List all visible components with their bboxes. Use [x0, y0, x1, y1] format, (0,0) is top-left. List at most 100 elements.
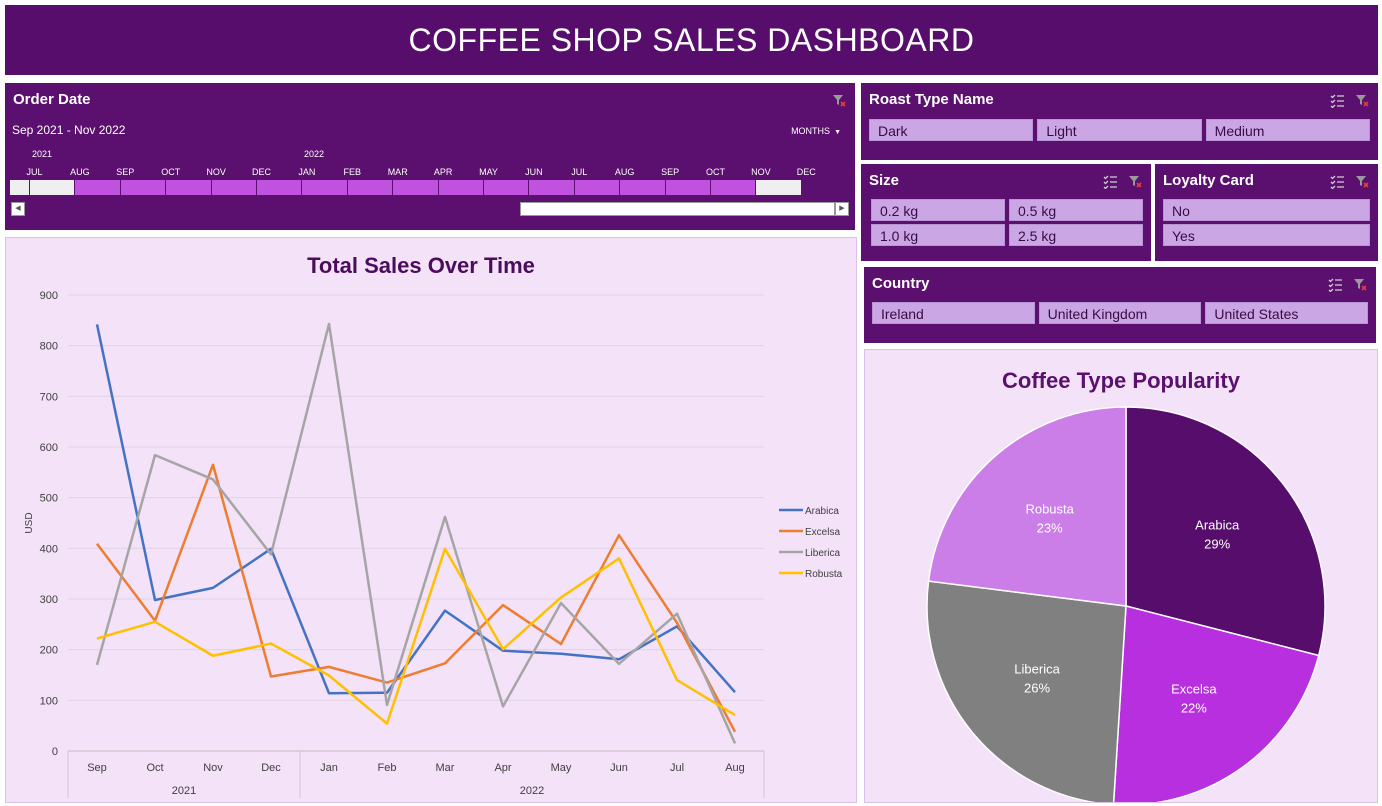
country-option-ireland[interactable]: Ireland	[872, 302, 1035, 324]
size-option-1-0kg[interactable]: 1.0 kg	[871, 224, 1005, 246]
series-line-arabica	[95, 324, 736, 695]
timeline-month-label: DEC	[796, 167, 816, 177]
roast-option-dark[interactable]: Dark	[869, 119, 1034, 141]
y-tick-label: 100	[40, 695, 58, 707]
size-slicer-title: Size	[869, 172, 900, 189]
country-options: Ireland United Kingdom United States	[872, 302, 1368, 324]
size-slicer: Size 0.2 kg 0.5 kg 1.0 kg 2.5 kg	[861, 164, 1151, 261]
clear-filter-icon[interactable]	[831, 92, 847, 108]
x-year-label: 2021	[172, 785, 196, 797]
order-date-timeline[interactable]: Order Date Sep 2021 - Nov 2022 MONTHS ▼ 2…	[5, 83, 855, 230]
y-tick-label: 0	[52, 746, 58, 758]
pie-title: Coffee Type Popularity	[1002, 368, 1241, 393]
timeline-month-bar[interactable]	[711, 180, 757, 195]
timeline-range-label: Sep 2021 - Nov 2022	[12, 123, 126, 137]
loyalty-slicer-title: Loyalty Card	[1163, 172, 1254, 189]
timeline-month-label: APR	[433, 167, 453, 177]
timeline-month-bar[interactable]	[302, 180, 348, 195]
multi-select-icon[interactable]	[1327, 276, 1343, 292]
timeline-month-label: JAN	[298, 167, 316, 177]
timeline-month-bar[interactable]	[30, 180, 76, 195]
total-sales-chart-panel: Total Sales Over Time 0 100 200 300 400 500 600…	[5, 237, 857, 803]
timeline-month-bar[interactable]	[620, 180, 666, 195]
y-tick-label: 700	[40, 391, 58, 403]
loyalty-options: No Yes	[1163, 199, 1370, 246]
multi-select-icon[interactable]	[1329, 173, 1345, 189]
loyalty-option-no[interactable]: No	[1163, 199, 1370, 221]
y-tick-label: 800	[40, 341, 58, 353]
timeline-scrollbar[interactable]	[520, 202, 835, 216]
timeline-month-bar[interactable]	[120, 180, 167, 195]
timeline-scroll-right-icon[interactable]: ▶	[835, 202, 849, 216]
country-option-united-kingdom[interactable]: United Kingdom	[1038, 302, 1202, 324]
pie-label-name: Liberica	[1014, 662, 1060, 677]
timeline-month-bar[interactable]	[347, 180, 394, 195]
x-tick-label: Oct	[146, 762, 163, 774]
timeline-month-bar[interactable]	[484, 180, 530, 195]
x-tick-label: Mar	[436, 762, 455, 774]
roast-type-slicer: Roast Type Name Dark Light Medium	[861, 83, 1378, 160]
legend-label: Arabica	[805, 506, 839, 517]
x-tick-label: Nov	[203, 762, 223, 774]
timeline-month-bar[interactable]	[211, 180, 257, 195]
pie-label-percent: 29%	[1204, 536, 1230, 551]
clear-filter-icon[interactable]	[1127, 173, 1143, 189]
timeline-month-bar[interactable]	[574, 180, 621, 195]
country-option-united-states[interactable]: United States	[1205, 302, 1368, 324]
x-tick-label: Sep	[87, 762, 107, 774]
roast-option-medium[interactable]: Medium	[1205, 119, 1370, 141]
timeline-year-2022: 2022	[304, 149, 325, 159]
y-tick-label: 900	[40, 290, 58, 302]
y-tick-label: 600	[40, 442, 58, 454]
loyalty-option-yes[interactable]: Yes	[1163, 224, 1370, 246]
size-options: 0.2 kg 0.5 kg 1.0 kg 2.5 kg	[871, 199, 1143, 246]
multi-select-icon[interactable]	[1102, 173, 1118, 189]
chevron-down-icon: ▼	[834, 129, 841, 136]
pie-slice-liberica	[926, 580, 1127, 806]
x-tick-label: Aug	[725, 762, 745, 774]
pie-slice-robusta	[927, 406, 1127, 607]
timeline-month-label: AUG	[70, 167, 90, 177]
coffee-type-pie-panel: Coffee Type Popularity Arabica 29% Excelsa 2…	[864, 349, 1378, 806]
x-tick-label: Jun	[610, 762, 628, 774]
timeline-year-2021: 2021	[32, 149, 53, 159]
timeline-month-bar[interactable]	[75, 180, 121, 195]
x-tick-label: May	[551, 762, 572, 774]
coffee-type-pie-chart: Coffee Type Popularity Arabica 29% Excelsa 2…	[926, 368, 1326, 806]
timeline-period-dropdown[interactable]: MONTHS ▼	[791, 126, 841, 136]
pie-label-percent: 22%	[1181, 700, 1207, 715]
timeline-month-bar[interactable]	[10, 180, 30, 195]
roast-option-light[interactable]: Light	[1037, 119, 1202, 141]
timeline-scroll-left-icon[interactable]: ◀	[11, 202, 25, 216]
loyalty-card-slicer: Loyalty Card No Yes	[1155, 164, 1378, 261]
size-option-0-2kg[interactable]: 0.2 kg	[871, 199, 1005, 221]
timeline-month-label: SEP	[661, 167, 680, 177]
timeline-month-bar[interactable]	[438, 180, 484, 195]
size-option-2-5kg[interactable]: 2.5 kg	[1009, 224, 1143, 246]
timeline-month-bar[interactable]	[756, 180, 802, 195]
timeline-month-bar[interactable]	[665, 180, 711, 195]
y-axis-label: USD	[24, 512, 35, 533]
timeline-month-label: NOV	[751, 167, 771, 177]
pie-label-name: Robusta	[1025, 501, 1074, 516]
clear-filter-icon[interactable]	[1354, 92, 1370, 108]
timeline-month-bar[interactable]	[393, 180, 439, 195]
total-sales-line-chart: Total Sales Over Time 0 100 200 300 400 500 600…	[24, 253, 843, 798]
country-slicer: Country Ireland United Kingdom United St…	[864, 267, 1376, 343]
y-tick-label: 400	[40, 543, 58, 555]
timeline-month-label: JUL	[571, 167, 588, 177]
size-option-0-5kg[interactable]: 0.5 kg	[1009, 199, 1143, 221]
clear-filter-icon[interactable]	[1352, 276, 1368, 292]
pie-label-percent: 26%	[1024, 681, 1050, 696]
timeline-month-bar[interactable]	[257, 180, 303, 195]
timeline-month-bar[interactable]	[529, 180, 575, 195]
multi-select-icon[interactable]	[1329, 92, 1345, 108]
clear-filter-icon[interactable]	[1354, 173, 1370, 189]
pie-label-name: Excelsa	[1171, 681, 1217, 696]
dashboard-title: COFFEE SHOP SALES DASHBOARD	[5, 5, 1378, 75]
x-year-label: 2022	[520, 785, 544, 797]
roast-slicer-title: Roast Type Name	[869, 91, 994, 108]
timeline-month-bar[interactable]	[166, 180, 212, 195]
timeline-month-label: DEC	[251, 167, 271, 177]
timeline-month-label: SEP	[116, 167, 135, 177]
